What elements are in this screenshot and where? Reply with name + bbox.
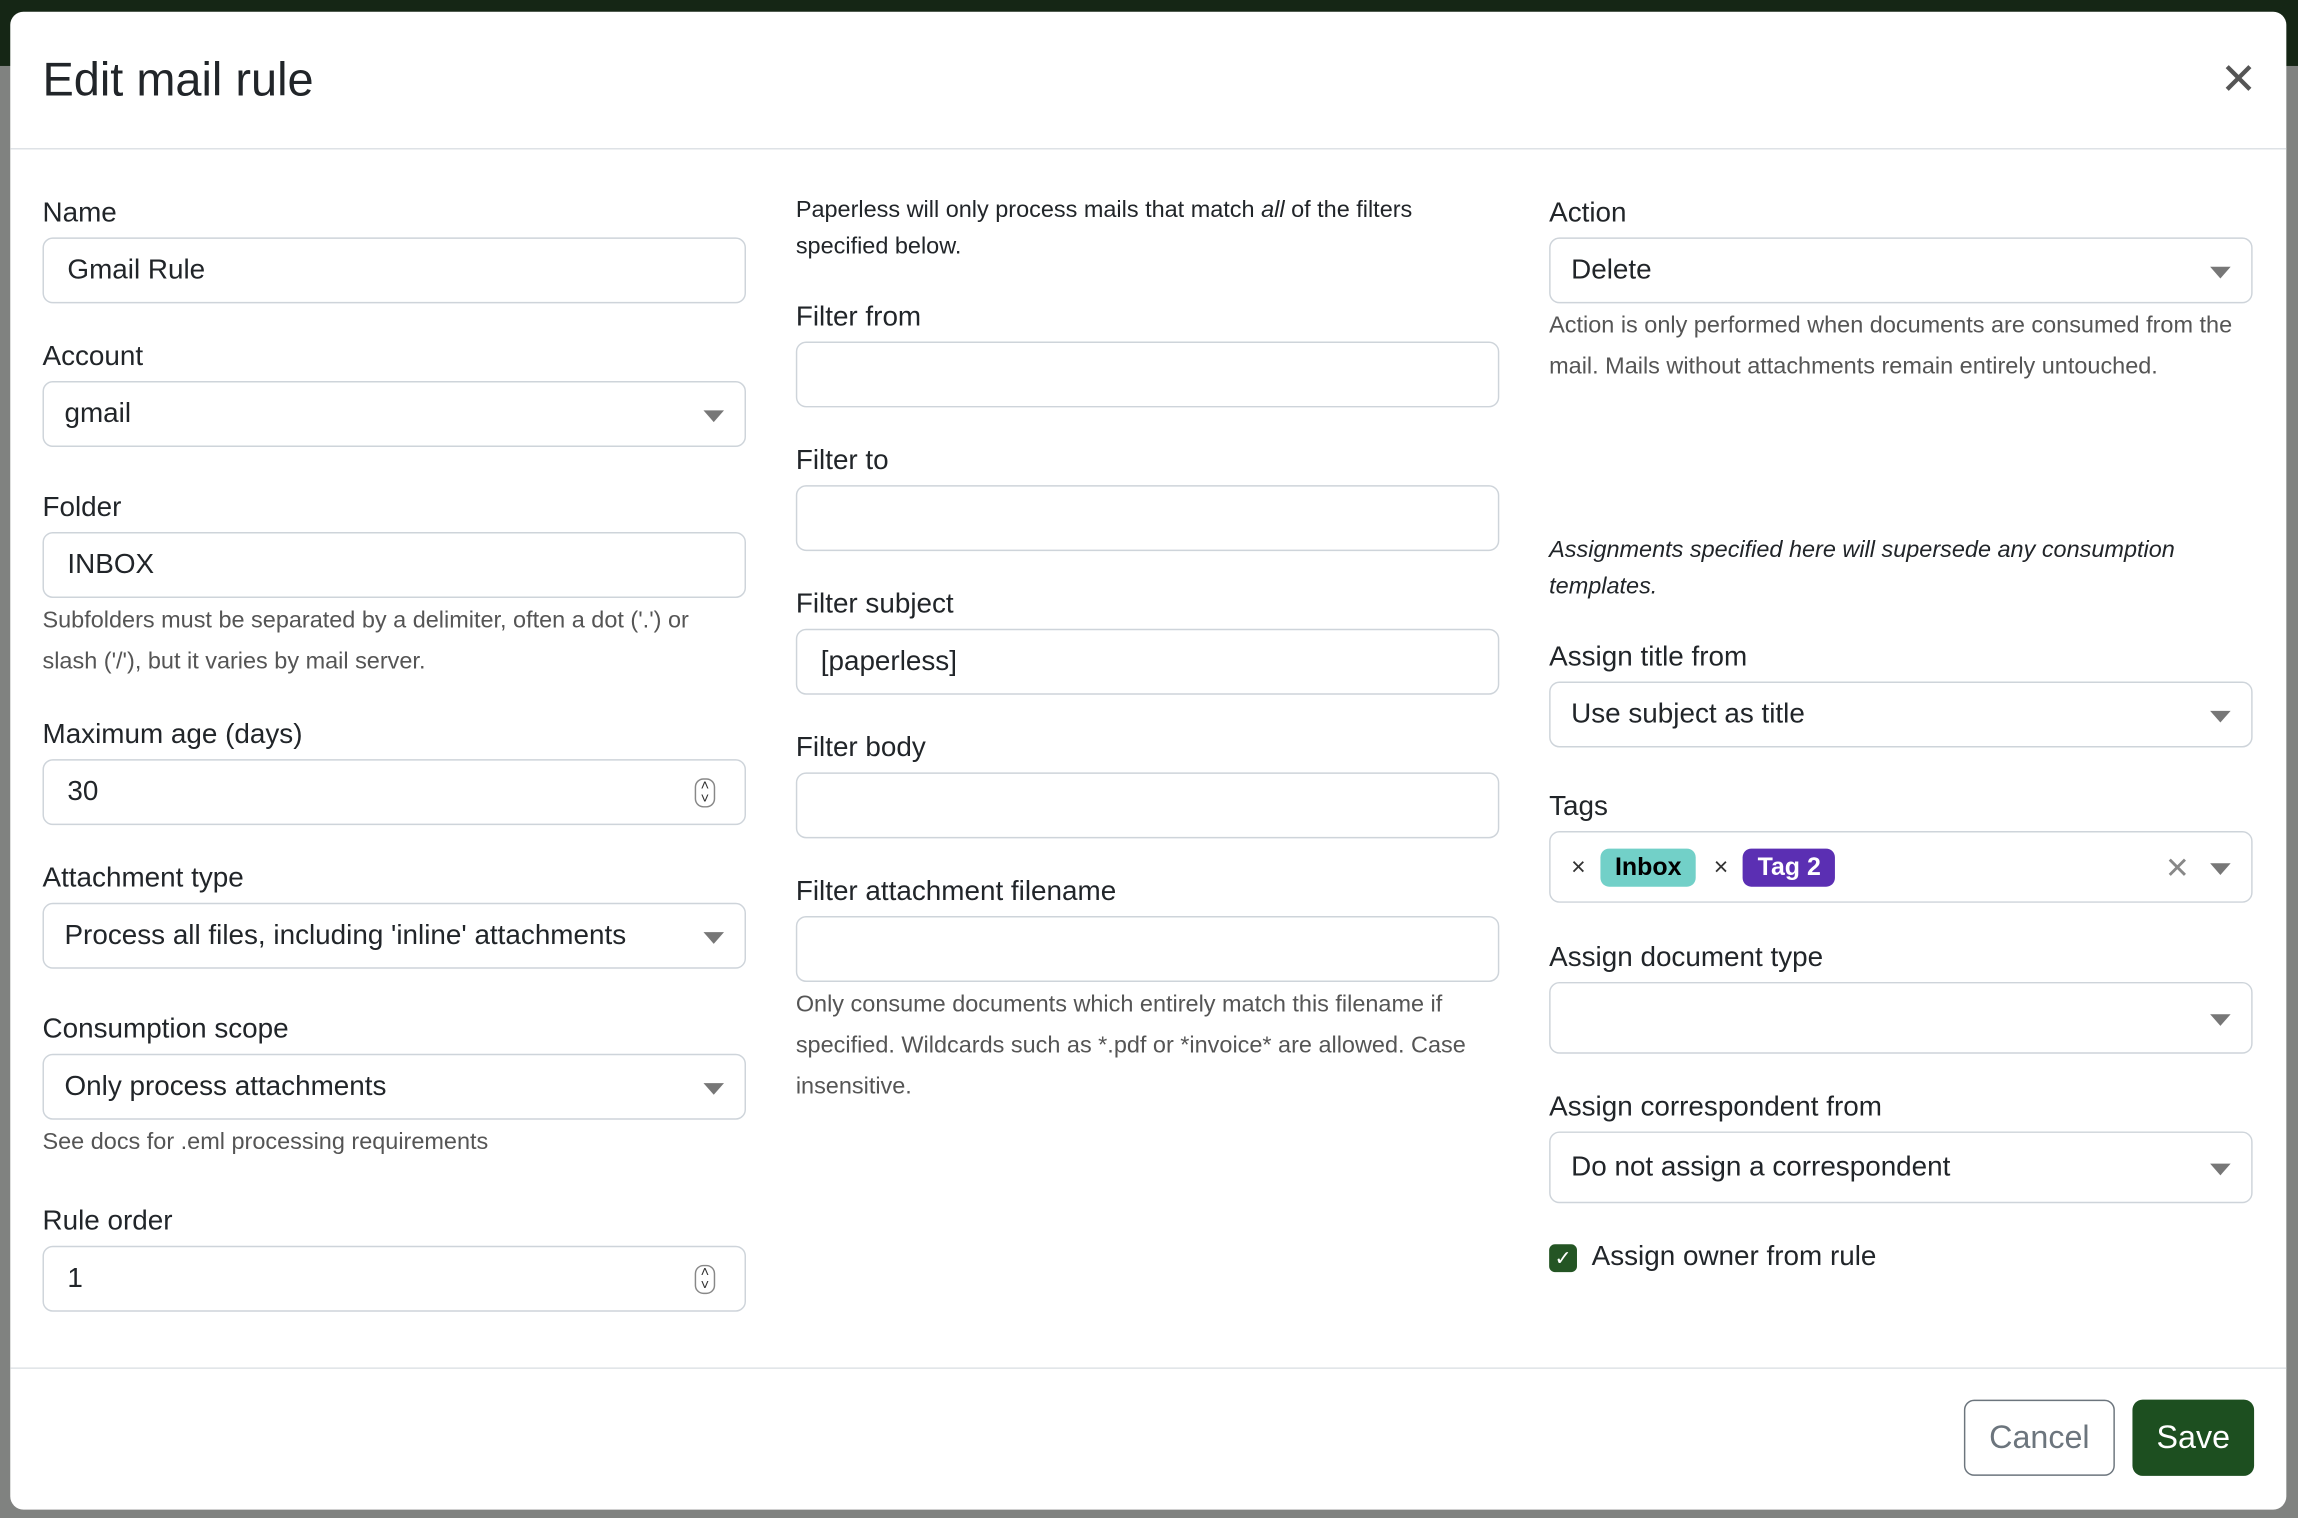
folder-label: Folder xyxy=(42,492,122,524)
close-icon[interactable]: ✕ xyxy=(2220,55,2258,105)
stepper-icon[interactable]: ˄ ˅ xyxy=(694,1264,716,1295)
chevron-down-icon xyxy=(2210,710,2231,723)
filter-attachment-input[interactable] xyxy=(795,916,1500,982)
filter-from-input[interactable] xyxy=(795,341,1500,408)
filter-to-label: Filter to xyxy=(795,445,889,477)
consumption-scope-value: Only process attachments xyxy=(64,1070,387,1102)
rule-order-input[interactable]: 1 ˄ ˅ xyxy=(42,1245,746,1312)
chevron-down-icon xyxy=(703,1083,725,1095)
chevron-down-icon xyxy=(2210,266,2231,279)
chevron-down-icon xyxy=(703,410,725,423)
filters-intro: Paperless will only process mails that m… xyxy=(796,192,1499,265)
action-help: Action is only performed when documents … xyxy=(1549,313,2233,380)
intro-text-end: of the filters specified below. xyxy=(795,197,1413,260)
consumption-scope-label: Consumption scope xyxy=(42,1014,289,1045)
chevron-down-icon xyxy=(2210,1163,2231,1176)
remove-tag-icon[interactable]: × xyxy=(1713,852,1729,881)
cancel-button[interactable]: Cancel xyxy=(1963,1399,2115,1476)
checkbox-checked-icon[interactable]: ✓ xyxy=(1549,1243,1577,1272)
attachment-type-label: Attachment type xyxy=(42,863,244,895)
edit-mail-rule-dialog: Edit mail rule ✕ Name Gmail Rule Account… xyxy=(10,11,2287,1510)
account-label: Account xyxy=(42,341,144,373)
tags-select[interactable]: × Inbox × Tag 2 ✕ xyxy=(1549,830,2253,903)
owner-label: Assign owner from rule xyxy=(1591,1241,1877,1273)
tag-tag-2: Tag 2 xyxy=(1742,847,1836,886)
rule-order-value: 1 xyxy=(67,1262,83,1294)
correspondent-value: Do not assign a correspondent xyxy=(1571,1151,1951,1183)
filter-body-input[interactable] xyxy=(795,772,1500,839)
stepper-icon[interactable]: ˄ ˅ xyxy=(694,778,716,808)
filter-body-label: Filter body xyxy=(795,732,926,764)
save-button[interactable]: Save xyxy=(2132,1399,2255,1476)
action-value: Delete xyxy=(1571,254,1652,286)
remove-tag-icon[interactable]: × xyxy=(1571,852,1586,881)
assign-title-select[interactable]: Use subject as title xyxy=(1549,681,2253,748)
action-select[interactable]: Delete xyxy=(1549,237,2253,304)
footer-divider xyxy=(10,1367,2287,1370)
consumption-scope-help: See docs for .eml processing requirement… xyxy=(42,1129,489,1155)
doc-type-label: Assign document type xyxy=(1549,942,1824,974)
max-age-label: Maximum age (days) xyxy=(42,719,303,751)
owner-checkbox-row[interactable]: ✓ Assign owner from rule xyxy=(1549,1241,2252,1273)
filter-attachment-help: Only consume documents which entirely ma… xyxy=(795,992,1466,1100)
name-input[interactable]: Gmail Rule xyxy=(42,237,746,304)
chevron-down-icon xyxy=(2210,863,2231,875)
action-label: Action xyxy=(1549,197,1627,229)
tags-label: Tags xyxy=(1549,791,1608,823)
account-value: gmail xyxy=(64,397,132,429)
tag-inbox: Inbox xyxy=(1600,847,1697,886)
max-age-input[interactable]: 30 ˄ ˅ xyxy=(42,759,746,826)
clear-icon[interactable]: ✕ xyxy=(2165,852,2190,886)
account-select[interactable]: gmail xyxy=(42,381,746,448)
assignments-note: Assignments specified here will supersed… xyxy=(1549,537,2175,600)
assign-title-value: Use subject as title xyxy=(1571,698,1805,730)
chevron-down-icon xyxy=(703,932,725,944)
filter-from-label: Filter from xyxy=(795,301,922,333)
correspondent-label: Assign correspondent from xyxy=(1549,1091,1882,1123)
intro-text: Paperless will only process mails that m… xyxy=(795,197,1262,223)
filter-to-input[interactable] xyxy=(795,485,1500,552)
doc-type-select[interactable] xyxy=(1549,981,2253,1054)
name-label: Name xyxy=(42,197,117,229)
correspondent-select[interactable]: Do not assign a correspondent xyxy=(1549,1131,2253,1204)
attachment-type-select[interactable]: Process all files, including 'inline' at… xyxy=(42,902,746,969)
dialog-header: Edit mail rule ✕ xyxy=(10,12,2287,150)
max-age-value: 30 xyxy=(67,776,99,807)
assign-title-label: Assign title from xyxy=(1549,641,1748,673)
folder-help: Subfolders must be separated by a delimi… xyxy=(42,608,689,675)
chevron-down-icon xyxy=(2210,1014,2231,1026)
intro-emphasis: all xyxy=(1261,197,1285,223)
rule-order-label: Rule order xyxy=(42,1206,173,1237)
folder-input[interactable]: INBOX xyxy=(42,532,746,598)
filter-subject-input[interactable]: [paperless] xyxy=(795,628,1500,695)
filter-subject-label: Filter subject xyxy=(795,589,954,620)
dialog-title: Edit mail rule xyxy=(42,52,314,106)
attachment-type-value: Process all files, including 'inline' at… xyxy=(64,919,627,951)
filter-attachment-label: Filter attachment filename xyxy=(795,876,1117,908)
consumption-scope-select[interactable]: Only process attachments xyxy=(42,1053,746,1120)
